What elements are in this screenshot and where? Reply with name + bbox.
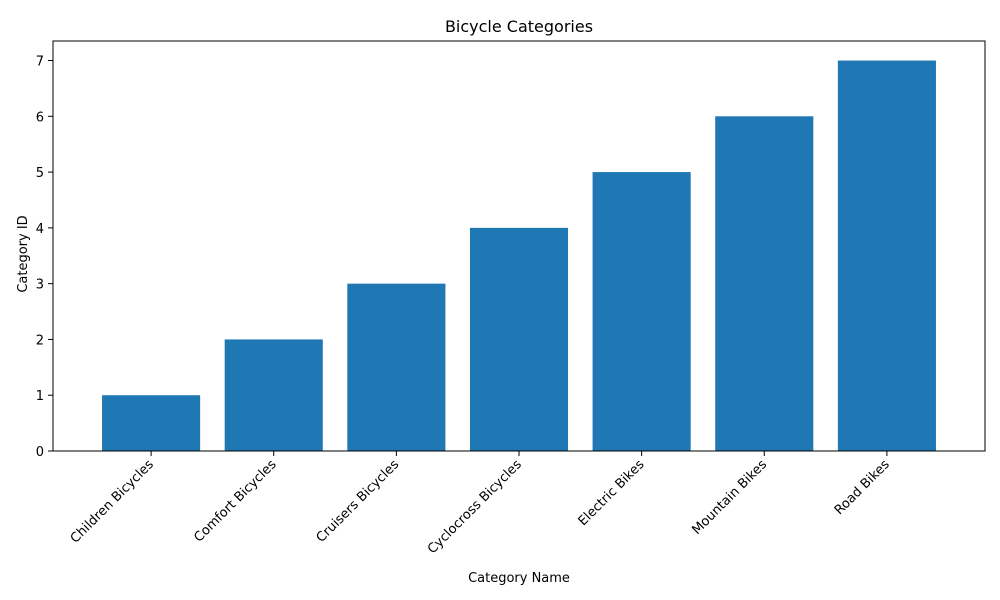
x-axis: Children Bicycles Comfort Bicycles Cruiser…: [68, 451, 893, 557]
bar-cruisers-bicycles: [347, 283, 446, 451]
y-tick-label: 7: [36, 55, 44, 70]
x-tick-label: Electric Bikes: [576, 457, 648, 529]
y-tick-label: 1: [36, 389, 44, 404]
x-tick-label: Cyclocross Bicycles: [425, 457, 525, 557]
y-tick-label: 0: [36, 445, 44, 460]
x-tick-label: Road Bikes: [832, 457, 893, 518]
y-axis: 0 1 2 3 4 5 6 7: [36, 55, 53, 460]
chart-title: Bicycle Categories: [445, 17, 593, 36]
bar-electric-bikes: [592, 172, 691, 451]
plot-frame: [52, 40, 986, 452]
bar-children-bicycles: [102, 395, 201, 451]
y-tick-label: 6: [36, 110, 44, 125]
bar-cyclocross-bicycles: [469, 227, 569, 451]
x-tick-label: Cruisers Bicycles: [314, 457, 403, 546]
x-tick-label: Children Bicycles: [68, 457, 157, 546]
bar-comfort-bicycles: [224, 339, 323, 451]
y-tick-label: 2: [36, 333, 44, 348]
y-tick-label: 5: [36, 166, 44, 181]
bars-layer: [102, 60, 936, 452]
y-axis-label: Category ID: [16, 215, 31, 292]
bar-mountain-bikes: [715, 116, 814, 451]
x-tick-label: Mountain Bikes: [689, 457, 770, 538]
x-axis-label: Category Name: [468, 571, 570, 586]
y-tick-label: 4: [36, 222, 44, 237]
x-tick-label: Comfort Bicycles: [191, 457, 279, 545]
bar-road-bikes: [837, 60, 936, 452]
y-tick-label: 3: [36, 278, 44, 293]
